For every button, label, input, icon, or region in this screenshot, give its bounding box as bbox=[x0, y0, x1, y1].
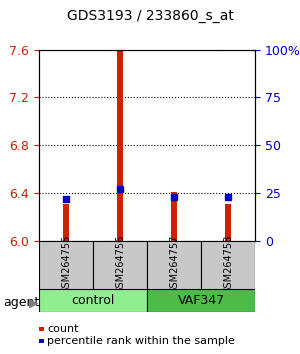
Text: percentile rank within the sample: percentile rank within the sample bbox=[47, 336, 235, 346]
Bar bbox=[63, 204, 69, 241]
Text: agent: agent bbox=[3, 296, 39, 309]
Text: GSM264757: GSM264757 bbox=[169, 235, 179, 294]
Bar bbox=[117, 50, 123, 241]
FancyBboxPatch shape bbox=[93, 241, 147, 289]
FancyBboxPatch shape bbox=[201, 241, 255, 289]
FancyBboxPatch shape bbox=[147, 289, 255, 312]
Text: count: count bbox=[47, 324, 79, 334]
FancyBboxPatch shape bbox=[39, 289, 147, 312]
Text: GSM264756: GSM264756 bbox=[115, 235, 125, 294]
Text: GSM264755: GSM264755 bbox=[61, 235, 71, 294]
FancyBboxPatch shape bbox=[147, 241, 201, 289]
Text: GSM264758: GSM264758 bbox=[223, 235, 233, 294]
Text: control: control bbox=[71, 293, 115, 307]
Text: VAF347: VAF347 bbox=[177, 293, 225, 307]
Text: GDS3193 / 233860_s_at: GDS3193 / 233860_s_at bbox=[67, 9, 233, 23]
Text: ▶: ▶ bbox=[28, 296, 38, 309]
FancyBboxPatch shape bbox=[39, 241, 93, 289]
Bar bbox=[225, 204, 231, 241]
Bar bbox=[171, 192, 177, 241]
